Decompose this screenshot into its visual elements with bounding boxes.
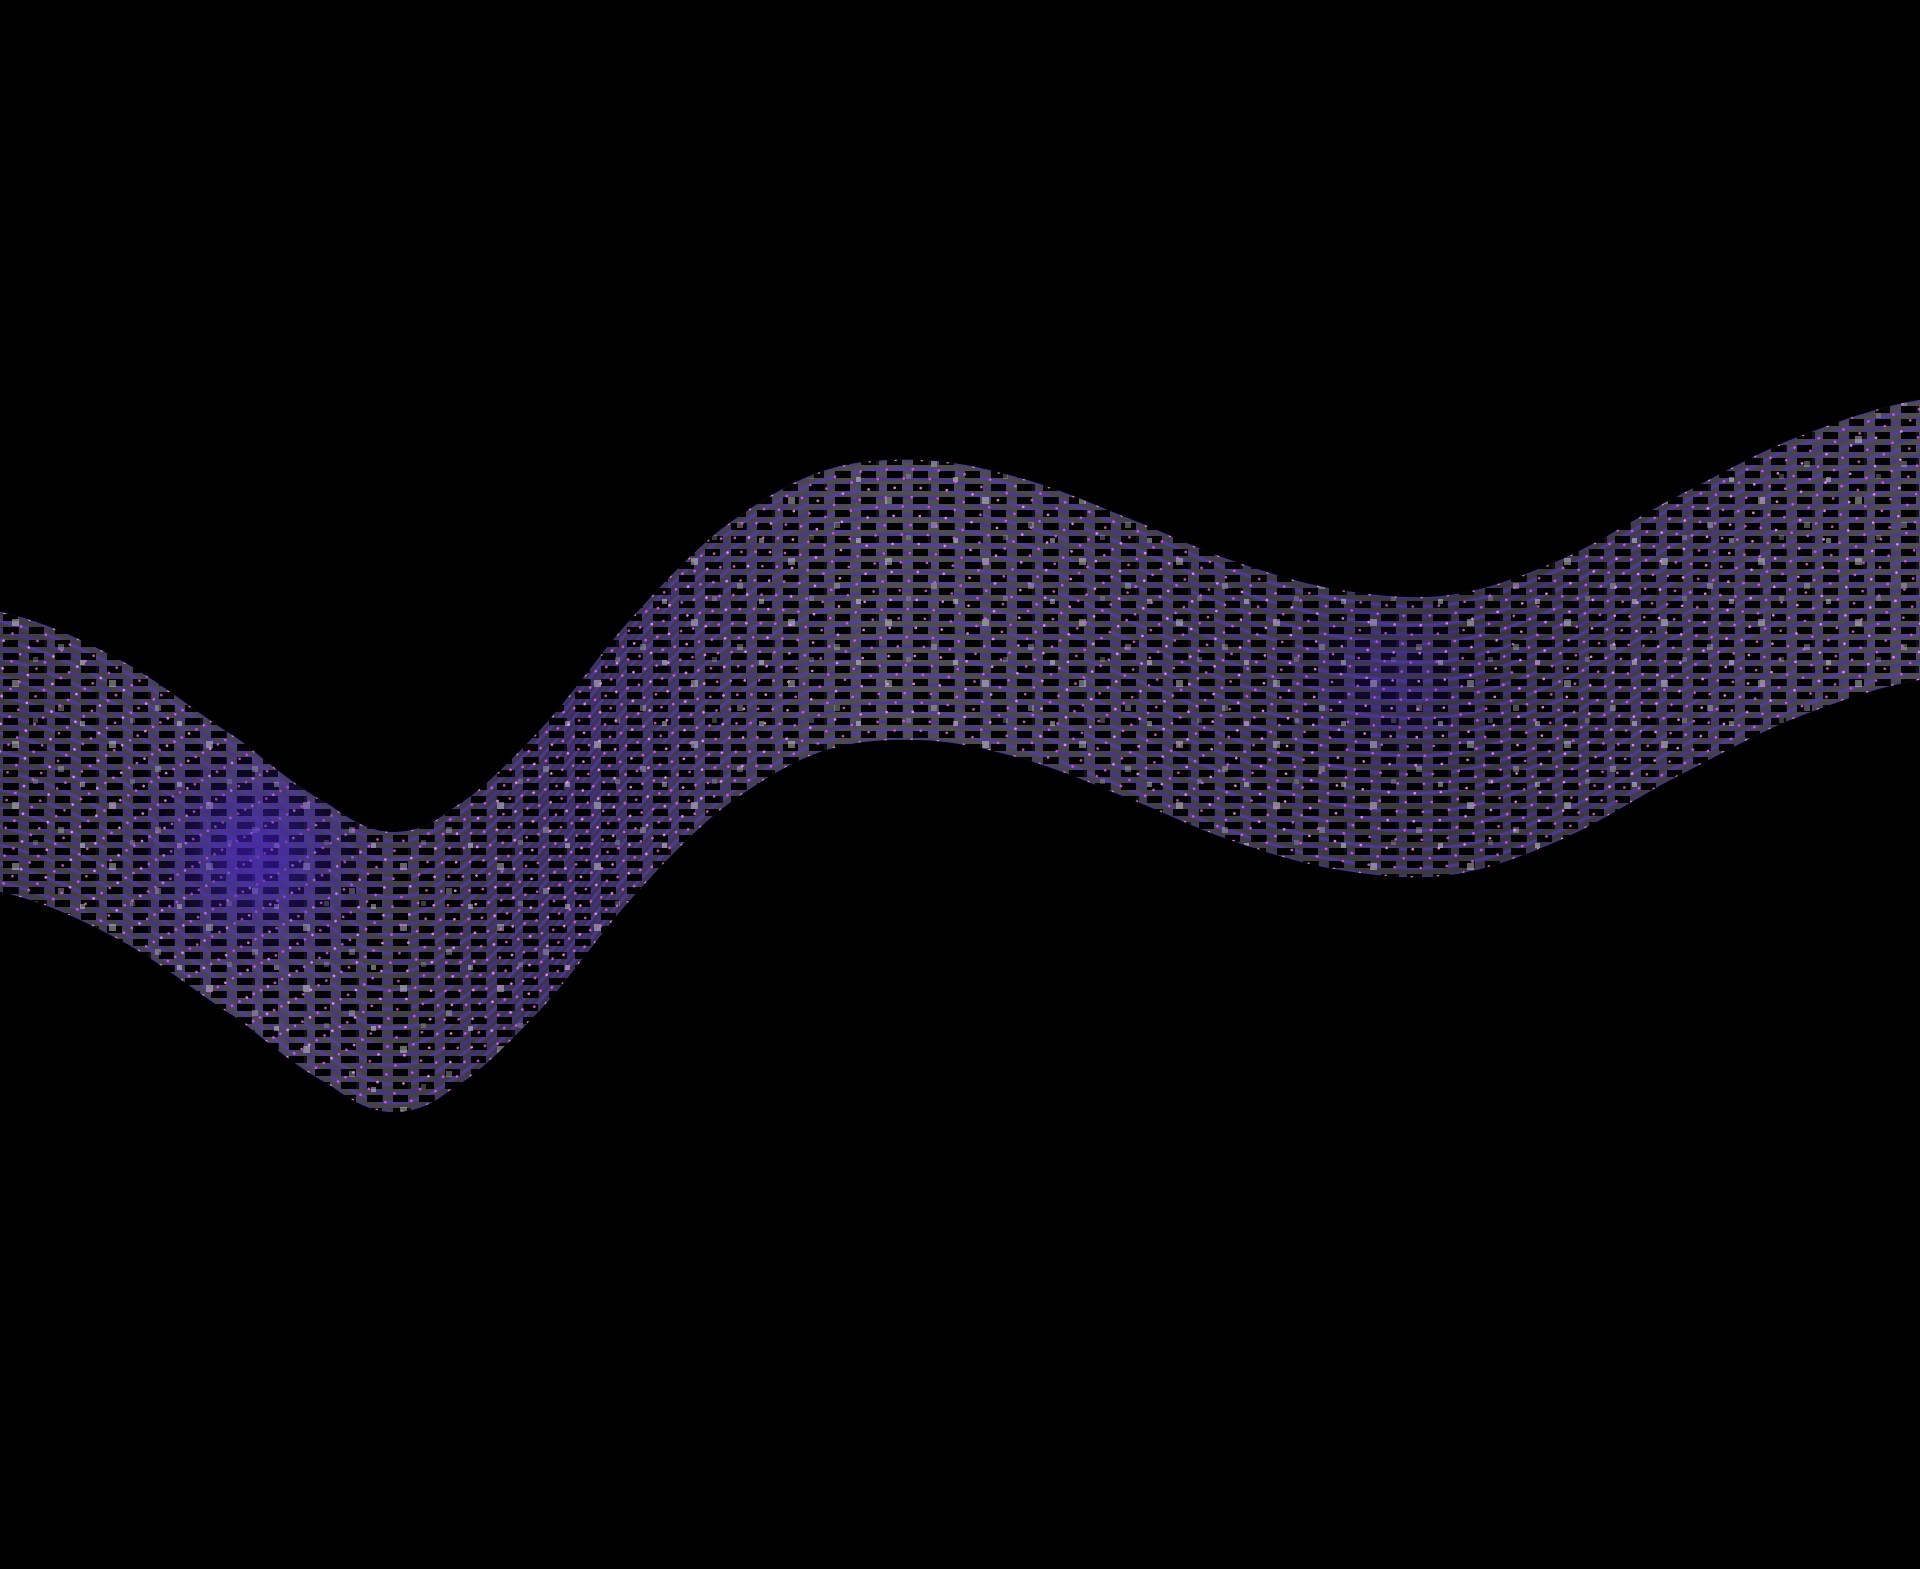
ribbon-wave-figure (0, 0, 1920, 1569)
artwork-canvas (0, 0, 1920, 1569)
violet-glow-right (1295, 600, 1485, 760)
